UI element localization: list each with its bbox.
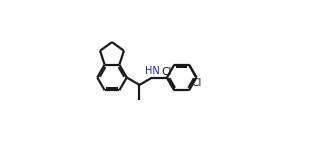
Text: Cl: Cl — [162, 67, 172, 77]
Text: Cl: Cl — [191, 78, 202, 88]
Text: HN: HN — [145, 66, 159, 76]
